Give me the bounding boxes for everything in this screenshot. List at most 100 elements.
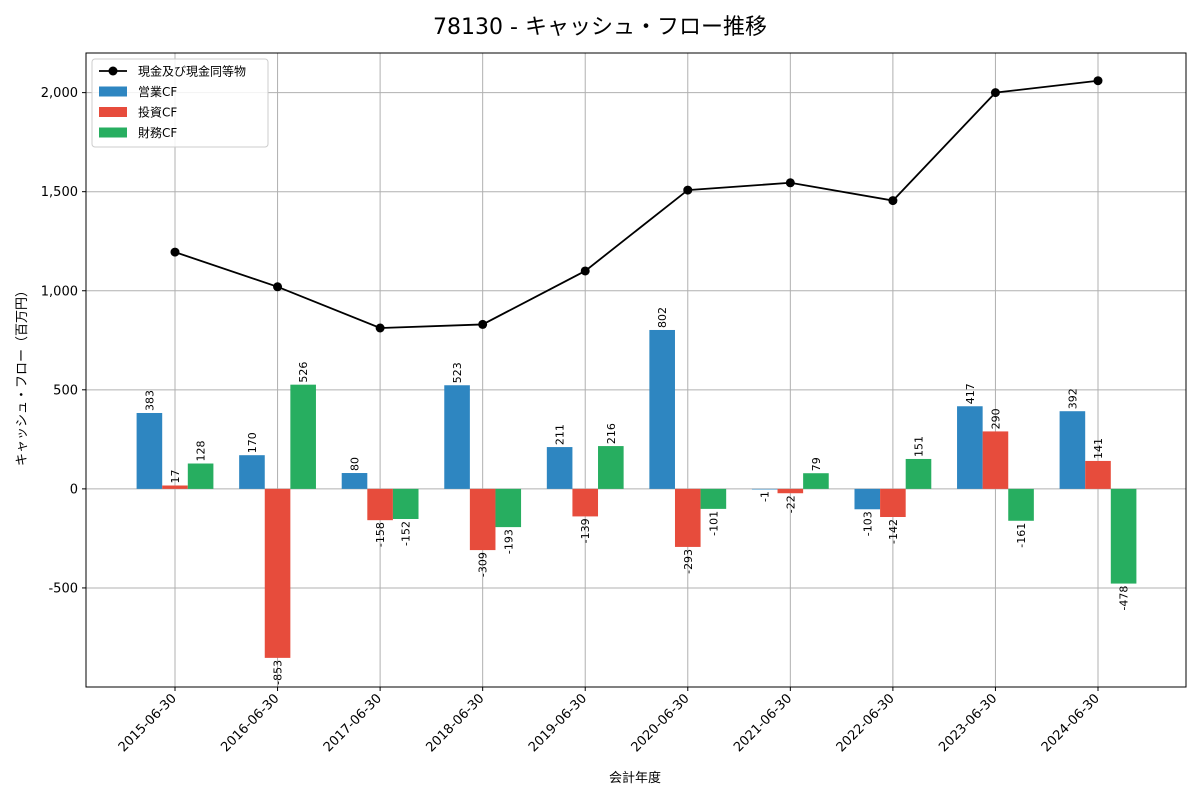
bar <box>290 384 316 489</box>
y-tick-label: -500 <box>48 581 78 596</box>
bar-data-label: -22 <box>784 495 797 513</box>
cash-point <box>375 323 385 333</box>
bar-data-label: 383 <box>143 390 156 411</box>
y-tick-label: 1,500 <box>41 185 78 200</box>
x-tick-label: 2022-06-30 <box>834 691 898 755</box>
bar-data-label: -101 <box>707 511 720 536</box>
bar <box>1008 488 1034 521</box>
bar-data-label: -478 <box>1118 586 1131 611</box>
bar <box>572 488 599 517</box>
bar-data-label: -1 <box>759 491 772 502</box>
bar <box>982 431 1009 489</box>
cash-point <box>580 266 590 276</box>
y-axis-label: キャッシュ・フロー（百万円） <box>15 284 30 466</box>
bar-data-label: 392 <box>1066 388 1079 409</box>
bar-data-label: -193 <box>502 529 515 554</box>
cash-line <box>174 79 1099 329</box>
bar <box>803 473 829 489</box>
y-tick-label: 2,000 <box>41 86 78 101</box>
bar-data-label: 526 <box>297 362 310 383</box>
bar-data-label: -853 <box>272 660 285 685</box>
bar <box>598 446 624 489</box>
bar <box>546 447 573 489</box>
bar <box>136 412 163 489</box>
bar-data-label: -293 <box>682 549 695 574</box>
cash-point <box>990 88 1000 98</box>
bar-data-label: 523 <box>451 362 464 383</box>
x-tick-label: 2016-06-30 <box>218 691 282 755</box>
bar-data-label: -103 <box>861 511 874 536</box>
bar-data-label: -139 <box>579 518 592 543</box>
bar <box>674 488 701 547</box>
bar-data-label: -142 <box>887 519 900 544</box>
legend-bar-swatch <box>99 86 127 97</box>
bar-data-label: 802 <box>656 307 669 328</box>
y-axis-ticks: -500 0 500 1,000 1,500 2,000 <box>41 86 86 596</box>
cash-point <box>785 178 795 188</box>
gridlines <box>86 53 1186 687</box>
bar-data-label: 170 <box>246 432 259 453</box>
bar <box>392 488 419 519</box>
x-tick-label: 2021-06-30 <box>731 691 795 755</box>
bar <box>700 488 727 509</box>
bar <box>444 385 470 489</box>
chart-title: 78130 - キャッシュ・フロー推移 <box>433 15 767 40</box>
legend-bar-swatch <box>99 107 127 117</box>
bar <box>1110 488 1137 584</box>
y-tick-label: 1,000 <box>41 284 78 299</box>
legend-box <box>91 58 269 148</box>
x-tick-label: 2020-06-30 <box>629 691 693 755</box>
legend-entry: 財務CF <box>138 125 177 140</box>
bar-data-label: 141 <box>1092 438 1105 459</box>
legend-entry: 投資CF <box>138 105 177 120</box>
legend-entry: 現金及び現金同等物 <box>138 64 246 79</box>
x-tick-label: 2017-06-30 <box>321 691 385 755</box>
x-tick-label: 2018-06-30 <box>423 691 487 755</box>
x-axis-ticks: 2015-06-30 2016-06-30 2017-06-30 2018-06-30… <box>116 687 1103 755</box>
bar-data-label: 17 <box>169 470 182 484</box>
x-tick-label: 2015-06-30 <box>116 691 180 755</box>
legend-entry: 営業CF <box>138 85 177 99</box>
cash-point <box>273 282 283 292</box>
bar <box>239 455 265 489</box>
bar-data-label: 79 <box>810 457 823 471</box>
bar <box>341 473 368 489</box>
bar-data-label: 128 <box>195 441 208 462</box>
legend-marker <box>108 66 118 76</box>
bar-data-label: 216 <box>605 423 618 444</box>
bar-data-label: 211 <box>554 424 567 445</box>
bar-data-label: -152 <box>400 521 413 546</box>
bar <box>469 488 496 551</box>
bar-data-label: 290 <box>989 408 1002 429</box>
bar <box>367 488 393 521</box>
line-series-group <box>170 76 1103 333</box>
bar <box>649 329 675 489</box>
bar-data-label: 417 <box>964 383 977 404</box>
x-tick-label: 2019-06-30 <box>526 691 590 755</box>
cash-point <box>170 247 180 257</box>
bar-data-label: 151 <box>912 436 925 457</box>
bar <box>751 488 778 490</box>
cash-point <box>683 185 693 195</box>
bar <box>264 488 291 658</box>
plot-frame <box>85 52 1187 688</box>
y-tick-label: 0 <box>70 482 78 497</box>
bar-series-group <box>136 329 1137 658</box>
cash-point <box>1093 76 1103 86</box>
bar <box>1085 460 1111 489</box>
bar <box>854 488 881 510</box>
y-tick-label: 500 <box>53 383 78 398</box>
bar-data-label: -309 <box>477 552 490 577</box>
bar <box>880 488 906 518</box>
bar <box>905 458 932 489</box>
bar <box>495 488 522 528</box>
x-tick-label: 2024-06-30 <box>1039 691 1103 755</box>
x-tick-label: 2023-06-30 <box>936 691 1000 755</box>
bar <box>1059 411 1086 489</box>
bar <box>957 406 983 489</box>
bar <box>162 485 188 489</box>
bar <box>187 463 214 489</box>
